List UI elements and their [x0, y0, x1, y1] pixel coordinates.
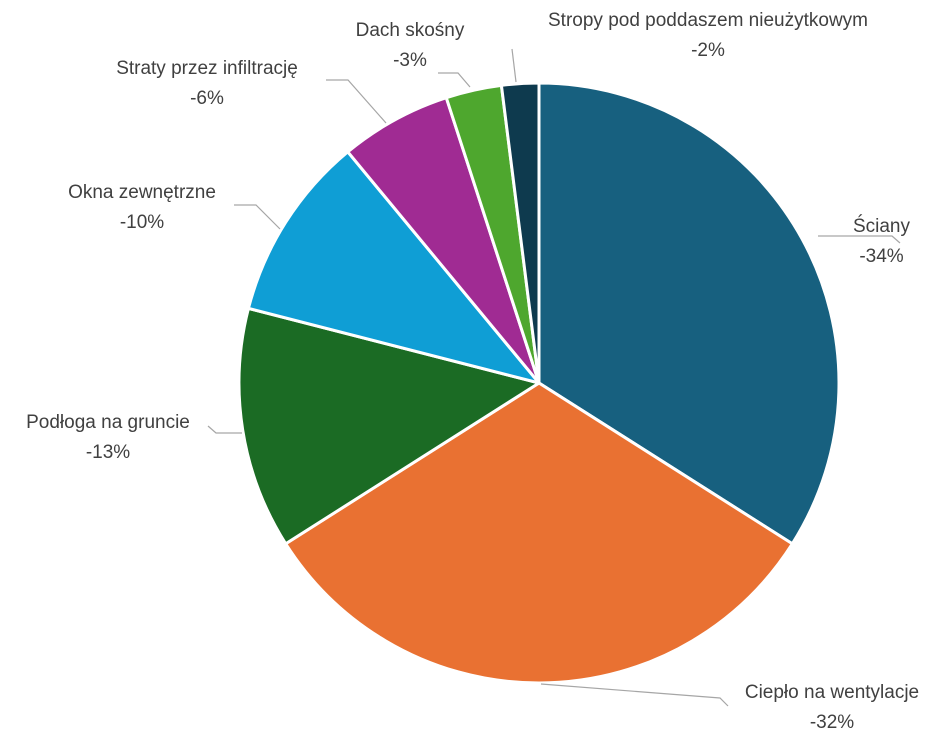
pie-slice-4	[246, 150, 541, 385]
leader-line-7	[511, 48, 517, 83]
data-label-category: Dach skośny	[356, 20, 465, 41]
data-label-5: Straty przez infiltrację -6%	[116, 58, 298, 109]
data-label-category: Stropy pod poddaszem nieużytkowym	[548, 10, 868, 31]
data-label-value: -13%	[86, 442, 130, 463]
pie-slices	[237, 81, 841, 685]
leader-line-2	[540, 683, 729, 707]
leader-line-5	[326, 79, 387, 124]
data-label-value: -6%	[190, 88, 224, 109]
data-label-value: -3%	[393, 50, 427, 71]
data-label-value: -10%	[120, 212, 164, 233]
data-labels: Ściany -34% Ciepło na wentylacje -32% Podłog…	[26, 10, 919, 733]
leader-line-4	[234, 204, 281, 230]
data-label-value: -2%	[691, 40, 725, 61]
data-label-value: -34%	[859, 246, 903, 267]
data-label-category: Ciepło na wentylacje	[745, 682, 919, 703]
leader-line-3	[207, 425, 242, 434]
data-label-4: Okna zewnętrzne -10%	[68, 182, 216, 233]
leader-line-6	[438, 72, 471, 88]
data-label-1: Ściany -34%	[853, 215, 911, 267]
data-label-2: Ciepło na wentylacje -32%	[745, 682, 919, 733]
pie-slice-7	[499, 81, 541, 385]
data-label-3: Podłoga na gruncie -13%	[26, 412, 190, 463]
data-label-category: Ściany	[853, 215, 911, 237]
pie-slice-2	[284, 381, 794, 685]
leader-lines	[207, 48, 901, 707]
data-label-category: Straty przez infiltrację	[116, 58, 298, 79]
data-label-6: Dach skośny -3%	[356, 20, 465, 71]
leader-line-1	[818, 235, 901, 244]
pie-slice-1	[537, 81, 841, 546]
data-label-category: Okna zewnętrzne	[68, 182, 216, 203]
data-label-value: -32%	[810, 712, 854, 733]
data-label-7: Stropy pod poddaszem nieużytkowym -2%	[548, 10, 868, 61]
pie-slice-3	[237, 306, 541, 546]
data-label-category: Podłoga na gruncie	[26, 412, 190, 433]
